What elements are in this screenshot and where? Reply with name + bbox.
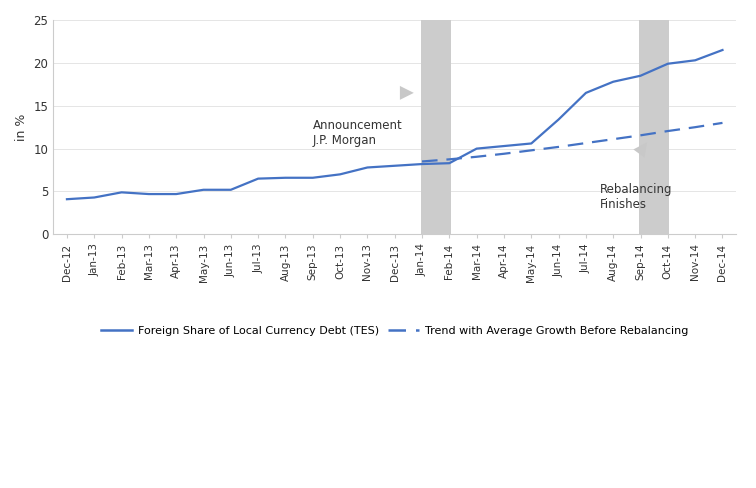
Bar — [639, 20, 669, 234]
Text: Announcement
J.P. Morgan: Announcement J.P. Morgan — [313, 119, 402, 146]
Text: Rebalancing
Finishes: Rebalancing Finishes — [600, 183, 672, 211]
Bar — [420, 20, 451, 234]
Y-axis label: in %: in % — [15, 114, 28, 141]
Legend: Foreign Share of Local Currency Debt (TES), Trend with Average Growth Before Reb: Foreign Share of Local Currency Debt (TE… — [97, 322, 692, 340]
